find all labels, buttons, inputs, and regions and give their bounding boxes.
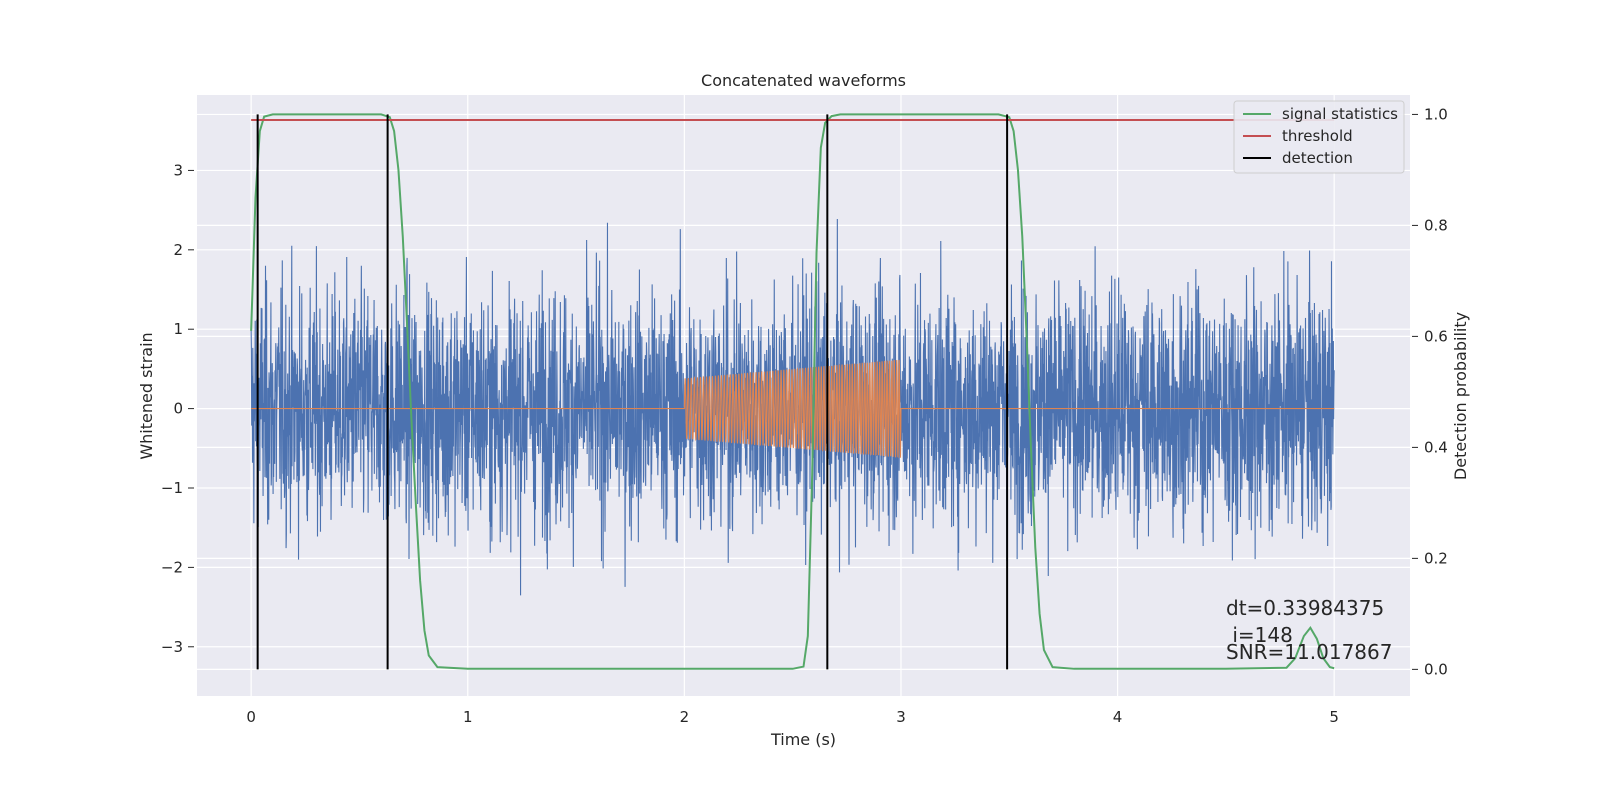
- y2-tick-label-0: 0.0: [1424, 660, 1448, 678]
- y-tick-label-1: −2: [161, 558, 183, 576]
- detection-lines: [256, 114, 1009, 670]
- y2-tick-label-5: 1.0: [1424, 105, 1448, 123]
- y-tick-label-6: 3: [173, 161, 183, 179]
- x-tick-label-4: 4: [1113, 708, 1123, 726]
- y2-tick-label-3: 0.6: [1424, 327, 1448, 345]
- whitened-strain-series: [250, 219, 1335, 596]
- x-axis-title: Time (s): [770, 730, 836, 749]
- y-tick-label-4: 1: [173, 320, 183, 338]
- y2-tick-label-1: 0.2: [1424, 549, 1448, 567]
- y2-tick-label-4: 0.8: [1424, 216, 1448, 234]
- y2-axis-title: Detection probability: [1451, 312, 1470, 480]
- x-tick-label-1: 1: [463, 708, 473, 726]
- y2-axis-ticks: 0.0 0.2 0.4 0.6 0.8 1.0: [1412, 105, 1448, 678]
- y-tick-label-5: 2: [173, 241, 183, 259]
- legend-label-detection: detection: [1282, 149, 1353, 167]
- y-axis-title: Whitened strain: [137, 332, 156, 459]
- x-tick-label-0: 0: [246, 708, 256, 726]
- chart-title: Concatenated waveforms: [701, 71, 906, 90]
- annotation-snr: SNR=11.017867: [1226, 640, 1392, 664]
- annotation-dt: dt=0.33984375: [1226, 596, 1384, 620]
- legend-label-threshold: threshold: [1282, 127, 1353, 145]
- y2-tick-label-2: 0.4: [1424, 438, 1448, 456]
- y-tick-label-2: −1: [161, 479, 183, 497]
- x-tick-label-5: 5: [1329, 708, 1339, 726]
- annotation-index: i=148: [1226, 623, 1293, 647]
- signal-statistics-series: [250, 113, 1335, 670]
- x-tick-label-3: 3: [896, 708, 906, 726]
- legend-box: [1233, 100, 1405, 174]
- y-axis-ticks: −3 −2 −1 0 1 2 3: [161, 161, 194, 656]
- legend: signal statistics threshold detection: [1233, 100, 1405, 174]
- legend-label-signal-statistics: signal statistics: [1282, 105, 1398, 123]
- x-axis-ticks: 0 1 2 3 4 5: [246, 708, 1339, 726]
- x-tick-label-2: 2: [680, 708, 690, 726]
- y-tick-label-3: 0: [173, 400, 183, 418]
- y-tick-label-0: −3: [161, 638, 183, 656]
- injected-signal-series: [251, 359, 1335, 459]
